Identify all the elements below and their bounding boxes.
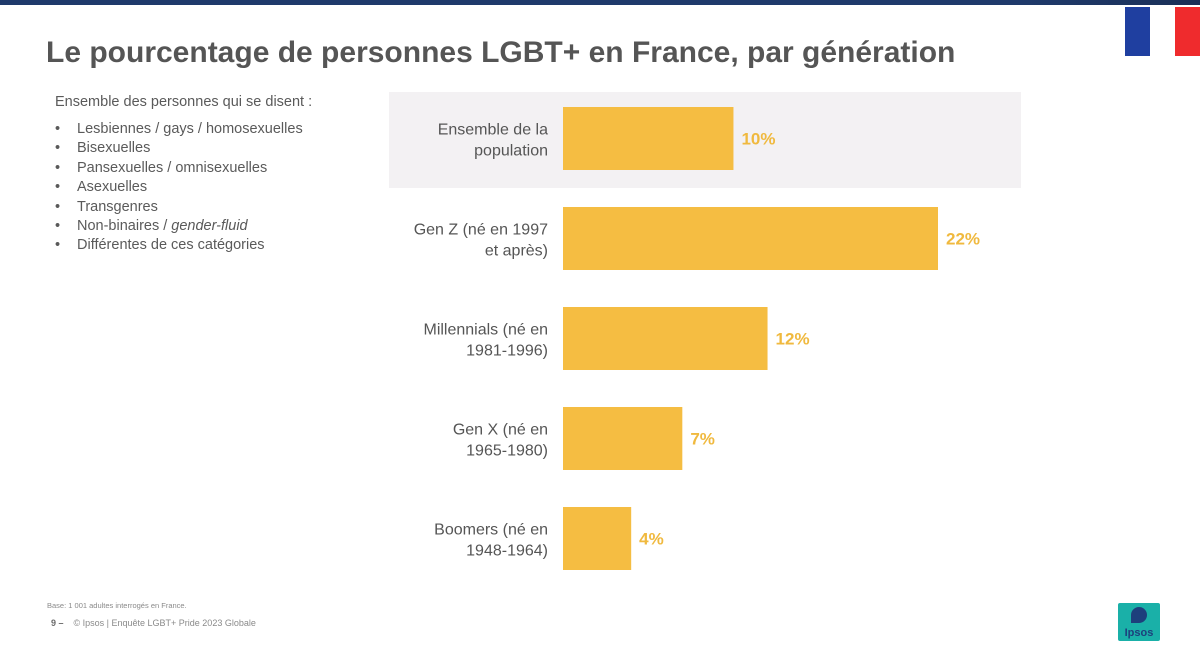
source-text: © Ipsos | Enquête LGBT+ Pride 2023 Globa… <box>73 618 256 628</box>
category-label: 1948-1964) <box>466 543 548 560</box>
logo-wordmark: Ipsos <box>1124 627 1154 639</box>
footer-base-note: Base: 1 001 adultes interrogés en France… <box>47 601 187 610</box>
bar <box>563 307 768 370</box>
bar <box>563 207 938 270</box>
category-list: • Lesbiennes / gays / homosexuelles • Bise… <box>55 120 303 256</box>
intro-text: Ensemble des personnes qui se disent : <box>55 94 313 110</box>
page-number: 9 – <box>51 618 64 628</box>
data-label: 4% <box>639 530 664 549</box>
bullet-marker: • <box>55 159 61 176</box>
category-label: Ensemble de la <box>438 122 548 139</box>
list-item: • Bisexuelles <box>55 139 303 158</box>
footer-source: 9 – © Ipsos | Enquête LGBT+ Pride 2023 Gl… <box>51 618 256 628</box>
ipsos-logo: Ipsos <box>1118 603 1160 641</box>
category-label: population <box>474 143 548 160</box>
bar <box>563 507 632 570</box>
page-title: Le pourcentage de personnes LGBT+ en Fra… <box>46 36 956 69</box>
italic-term: gender-fluid <box>171 217 248 234</box>
list-item: • Différentes de ces catégories <box>55 236 303 255</box>
bullet-marker: • <box>55 198 61 215</box>
list-item: • Lesbiennes / gays / homosexuelles <box>55 120 303 139</box>
france-flag-icon <box>1125 7 1200 56</box>
category-label: 1965-1980) <box>466 443 548 460</box>
list-item: • Non-binaires / gender-fluid <box>55 217 303 236</box>
flag-stripe-white <box>1150 7 1175 56</box>
list-item: • Pansexuelles / omnisexuelles <box>55 159 303 178</box>
logo-mark <box>1131 607 1147 623</box>
category-label: Boomers (né en <box>434 522 548 539</box>
bullet-marker: • <box>55 179 61 196</box>
bar <box>563 407 683 470</box>
category-label: 1981-1996) <box>466 343 548 360</box>
generation-bar-chart: 10% Ensemble de la population 22% Gen Z (né … <box>389 92 1021 570</box>
data-label: 7% <box>690 430 715 449</box>
data-label: 22% <box>946 230 980 249</box>
bullet-marker: • <box>55 217 61 234</box>
bullet-marker: • <box>55 121 61 137</box>
category-label: Millennials (né en <box>423 322 548 339</box>
flag-stripe-red <box>1175 7 1200 56</box>
bullet-marker: • <box>55 237 61 254</box>
bar <box>563 107 734 170</box>
data-label: 10% <box>741 130 775 149</box>
list-item: • Asexuelles <box>55 178 303 197</box>
category-label: Gen X (né en <box>453 422 548 439</box>
data-label: 12% <box>776 330 810 349</box>
top-accent-bar <box>0 0 1200 5</box>
flag-stripe-blue <box>1125 7 1150 56</box>
category-label: Gen Z (né en 1997 <box>414 222 548 239</box>
bullet-marker: • <box>55 140 61 157</box>
category-label: et après) <box>485 243 548 260</box>
list-item: • Transgenres <box>55 198 303 217</box>
